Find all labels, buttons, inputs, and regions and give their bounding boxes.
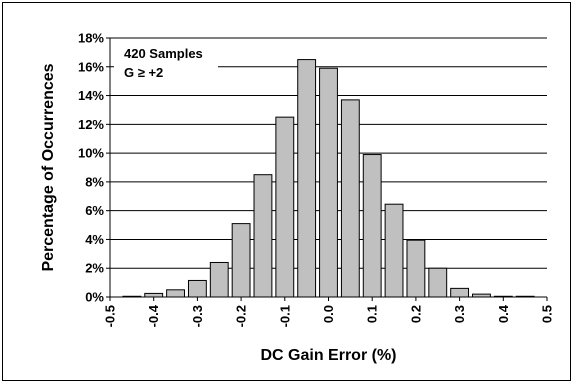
x-tick-label-1: -0.4 bbox=[146, 304, 161, 327]
bar-2 bbox=[167, 290, 185, 297]
y-tick-label-1: 2% bbox=[85, 261, 104, 276]
annotation-gain: G ≥ +2 bbox=[124, 65, 163, 80]
x-tick-label-4: -0.1 bbox=[277, 305, 292, 327]
y-tick-label-9: 18% bbox=[78, 31, 104, 46]
bar-8 bbox=[298, 60, 316, 297]
x-tick-label-10: 0.5 bbox=[540, 305, 555, 323]
bar-15 bbox=[451, 288, 469, 297]
y-tick-label-8: 16% bbox=[78, 59, 104, 74]
annotation-sample-count: 420 Samples bbox=[124, 46, 203, 61]
bar-9 bbox=[320, 68, 338, 297]
bar-3 bbox=[188, 280, 206, 297]
x-tick-label-5: 0.0 bbox=[321, 305, 336, 323]
bar-7 bbox=[276, 117, 294, 297]
y-axis-title: Percentage of Occurrences bbox=[40, 63, 57, 271]
x-tick-label-9: 0.4 bbox=[496, 304, 511, 323]
y-tick-labels: 0% 2% 4% 6% 8% 10% 12% 14% 16% 18% bbox=[78, 31, 110, 305]
bar-4 bbox=[210, 262, 228, 297]
y-tick-label-4: 8% bbox=[85, 174, 104, 189]
x-tick-label-2: -0.3 bbox=[190, 305, 205, 327]
y-tick-label-2: 4% bbox=[85, 232, 104, 247]
bar-1 bbox=[145, 293, 163, 297]
x-tick-label-3: -0.2 bbox=[234, 305, 249, 327]
y-tick-label-5: 10% bbox=[78, 146, 104, 161]
y-tick-label-0: 0% bbox=[85, 290, 104, 305]
bar-10 bbox=[341, 100, 359, 297]
bar-5 bbox=[232, 224, 250, 297]
x-axis-title: DC Gain Error (%) bbox=[260, 347, 396, 364]
x-tick-label-0: -0.5 bbox=[103, 305, 118, 327]
annotation-box: 420 Samples G ≥ +2 bbox=[114, 40, 218, 84]
y-tick-label-6: 12% bbox=[78, 117, 104, 132]
y-tick-label-3: 6% bbox=[85, 203, 104, 218]
y-tick-label-7: 14% bbox=[78, 88, 104, 103]
bar-6 bbox=[254, 175, 272, 297]
bar-14 bbox=[429, 268, 447, 297]
bar-11 bbox=[363, 155, 381, 297]
bar-13 bbox=[407, 240, 425, 297]
x-tick-label-6: 0.1 bbox=[365, 305, 380, 323]
x-tick-labels: -0.5 -0.4 -0.3 -0.2 -0.1 0.0 0.1 0.2 0.3 0.4 0.5 bbox=[103, 297, 555, 327]
x-tick-label-8: 0.3 bbox=[452, 305, 467, 323]
x-tick-label-7: 0.2 bbox=[408, 305, 423, 323]
bar-12 bbox=[385, 204, 403, 297]
